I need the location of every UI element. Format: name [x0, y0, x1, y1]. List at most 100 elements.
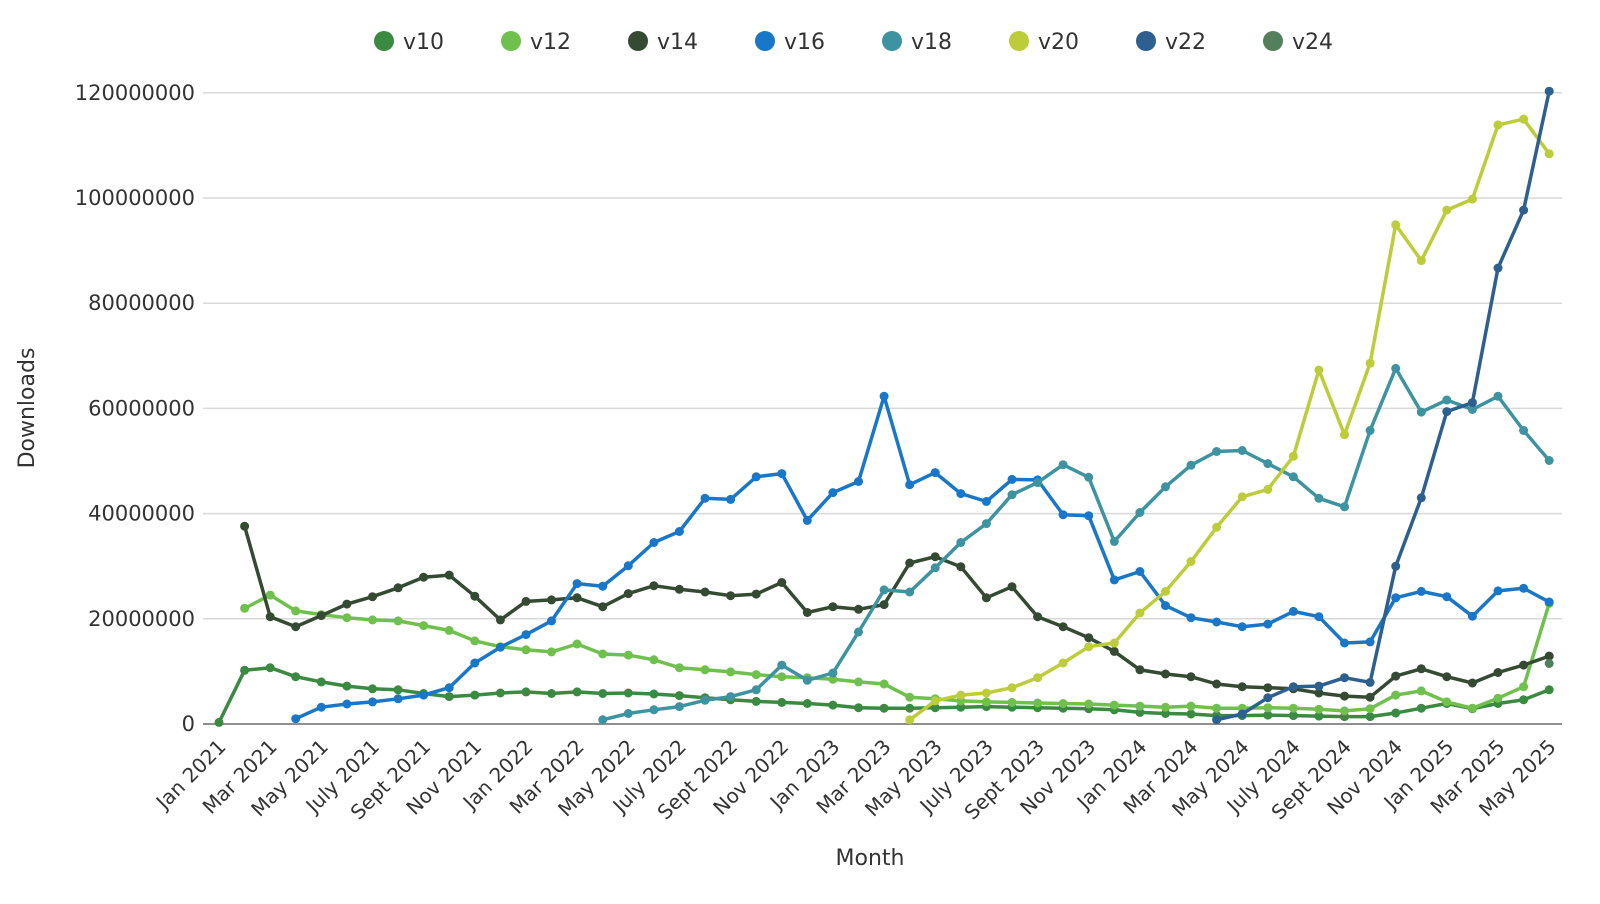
data-point-v16 — [598, 581, 608, 591]
series-v14 — [240, 521, 1554, 702]
data-point-v14 — [1109, 646, 1119, 656]
data-point-v20 — [1084, 642, 1094, 652]
data-point-v20 — [905, 715, 915, 725]
data-point-v14 — [1135, 665, 1145, 675]
data-point-v16 — [700, 493, 710, 503]
data-point-v18 — [598, 715, 608, 725]
data-point-v14 — [726, 591, 736, 601]
data-point-v14 — [828, 602, 838, 612]
data-point-v12 — [572, 639, 582, 649]
data-point-v18 — [1237, 446, 1247, 455]
series-v24 — [1544, 659, 1554, 668]
data-point-v14 — [470, 591, 480, 601]
data-point-v20 — [1109, 638, 1119, 648]
data-point-v16 — [930, 468, 940, 478]
data-point-v18 — [981, 519, 991, 529]
data-point-v22 — [1544, 86, 1554, 96]
series-v18 — [598, 363, 1554, 725]
data-point-v14 — [623, 589, 633, 599]
data-point-v14 — [1161, 669, 1170, 679]
data-point-v18 — [1467, 405, 1477, 414]
data-point-v18 — [1442, 395, 1452, 405]
data-point-v20 — [1237, 492, 1247, 502]
data-point-v12 — [1340, 706, 1349, 716]
data-point-v10 — [1161, 709, 1170, 718]
data-point-v10 — [1416, 703, 1426, 713]
y-tick-label: 120000000 — [75, 81, 195, 105]
data-point-v12 — [649, 655, 659, 665]
data-point-v22 — [1340, 673, 1349, 683]
data-point-v10 — [572, 687, 582, 697]
legend-item-v24[interactable]: v24 — [1263, 30, 1333, 55]
data-point-v20 — [1493, 120, 1503, 130]
x-axis-title: Month — [836, 846, 905, 871]
data-point-v18 — [1544, 456, 1554, 465]
data-point-v14 — [1314, 688, 1324, 698]
legend-item-v10[interactable]: v10 — [374, 30, 444, 55]
data-point-v20 — [1340, 430, 1349, 440]
data-point-v16 — [1544, 597, 1554, 607]
data-point-v16 — [1314, 612, 1324, 622]
data-point-v20 — [1288, 451, 1298, 461]
data-point-v12 — [726, 667, 736, 677]
data-point-v12 — [1314, 704, 1324, 714]
data-point-v14 — [1186, 672, 1196, 682]
data-point-v10 — [393, 685, 403, 695]
data-point-v14 — [368, 592, 377, 602]
data-point-v10 — [240, 665, 250, 675]
data-point-v18 — [1365, 426, 1375, 435]
data-point-v22 — [1416, 493, 1426, 503]
data-point-v12 — [444, 625, 454, 635]
legend-item-v12[interactable]: v12 — [501, 30, 571, 55]
data-point-v10 — [1186, 709, 1196, 719]
legend-swatch-v20 — [1009, 31, 1029, 51]
data-point-v22 — [1493, 263, 1503, 273]
data-point-v12 — [1033, 698, 1043, 708]
series-v16 — [291, 391, 1554, 724]
data-point-v18 — [956, 538, 966, 547]
data-point-v16 — [726, 494, 736, 504]
data-point-v14 — [700, 587, 710, 597]
data-point-v10 — [1519, 695, 1529, 705]
legend-item-v14[interactable]: v14 — [628, 30, 698, 55]
data-point-v18 — [1161, 482, 1170, 492]
legend-item-v22[interactable]: v22 — [1136, 30, 1206, 55]
data-point-v20 — [1544, 149, 1554, 159]
legend-label-v22: v22 — [1165, 30, 1206, 55]
legend-item-v20[interactable]: v20 — [1009, 30, 1079, 55]
data-point-v14 — [521, 596, 531, 606]
data-point-v10 — [623, 688, 633, 698]
legend-label-v18: v18 — [911, 30, 952, 55]
data-point-v22 — [1391, 561, 1401, 571]
data-point-v20 — [1391, 220, 1401, 230]
data-point-v14 — [1493, 668, 1503, 677]
data-point-v16 — [1109, 575, 1119, 585]
data-point-v16 — [1058, 510, 1068, 520]
data-point-v14 — [1365, 692, 1375, 702]
data-point-v16 — [956, 489, 966, 499]
data-point-v16 — [751, 472, 761, 482]
data-point-v20 — [930, 696, 940, 706]
series-line-v20 — [907, 117, 1551, 722]
legend-item-v18[interactable]: v18 — [882, 30, 952, 55]
data-point-v16 — [1391, 593, 1401, 603]
legend-item-v16[interactable]: v16 — [755, 30, 825, 55]
data-point-v18 — [1288, 472, 1298, 482]
data-point-v10 — [1365, 712, 1375, 722]
data-point-v12 — [1416, 686, 1426, 696]
data-point-v16 — [1365, 637, 1375, 647]
data-point-v16 — [1493, 586, 1503, 596]
data-point-v10 — [674, 691, 684, 701]
data-point-v16 — [1416, 586, 1426, 596]
data-point-v14 — [930, 552, 940, 562]
data-point-v20 — [1161, 586, 1170, 596]
data-point-v20 — [1186, 557, 1196, 566]
data-point-v10 — [547, 689, 556, 698]
data-point-v24 — [1544, 659, 1554, 668]
data-point-v14 — [854, 604, 863, 614]
data-point-v12 — [777, 672, 787, 682]
data-point-v10 — [214, 717, 224, 727]
data-point-v14 — [572, 593, 582, 603]
